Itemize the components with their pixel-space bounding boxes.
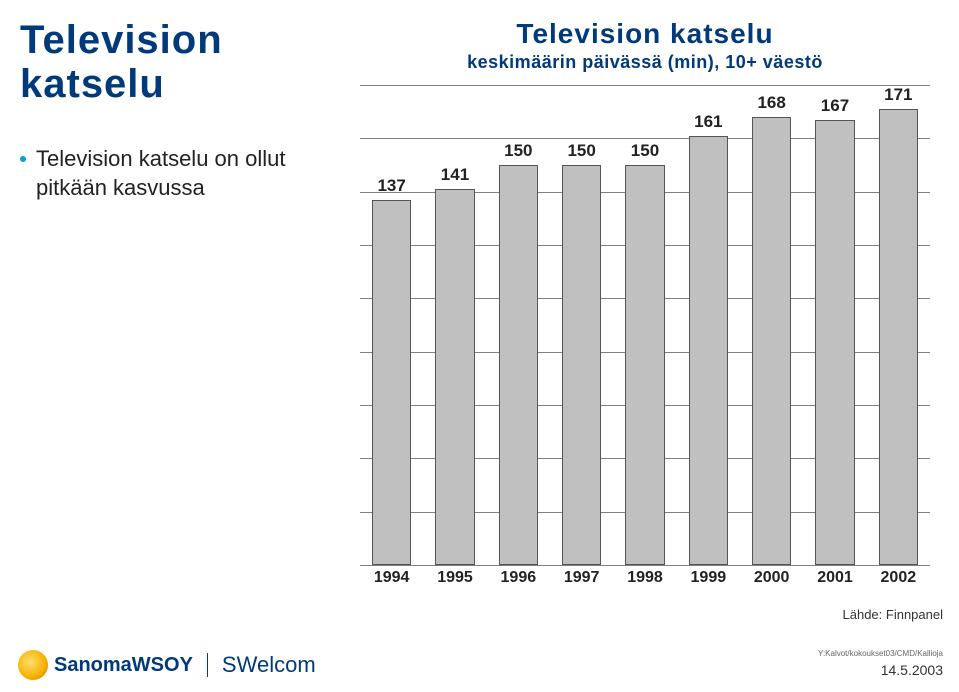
bar-slot: 167 <box>815 85 854 565</box>
bar-value-label: 150 <box>499 141 538 161</box>
bar-slot: 150 <box>562 85 601 565</box>
bar-value-label: 161 <box>689 112 728 132</box>
bar <box>752 117 791 565</box>
bar-value-label: 168 <box>752 93 791 113</box>
bar-value-label: 171 <box>879 85 918 105</box>
gridline <box>360 565 930 566</box>
bar <box>499 165 538 565</box>
chart-title: Television katselu keskimäärin päivässä … <box>360 18 930 73</box>
left-title: Television katselu <box>20 18 223 106</box>
chart-x-labels: 199419951996199719981999200020012002 <box>360 569 930 595</box>
bar <box>879 109 918 565</box>
x-axis-label: 1994 <box>360 569 423 587</box>
x-axis-label: 1995 <box>423 569 486 587</box>
bar-slot: 150 <box>499 85 538 565</box>
bar-slot: 137 <box>372 85 411 565</box>
bar <box>562 165 601 565</box>
bar-slot: 150 <box>625 85 664 565</box>
bar <box>689 136 728 565</box>
chart-title-line2: keskimäärin päivässä (min), 10+ väestö <box>360 52 930 73</box>
footer-small-print: Y:Kalvot/kokoukset03/CMD/Kallioja <box>818 649 943 658</box>
chart-title-line1: Television katselu <box>360 18 930 50</box>
bar <box>372 200 411 565</box>
bar-value-label: 141 <box>435 165 474 185</box>
bar-value-label: 150 <box>625 141 664 161</box>
footer-date: 14.5.2003 <box>881 662 943 678</box>
chart-bars: 137 141 150 150 150 161 168 167 171 <box>360 85 930 565</box>
logo: SanomaWSOY <box>18 650 193 680</box>
bullet-text: Television katselu on ollut pitkään kasv… <box>36 145 340 202</box>
x-axis-label: 2002 <box>867 569 930 587</box>
left-title-line1: Television <box>20 18 223 62</box>
bullet-row: Television katselu on ollut pitkään kasv… <box>20 145 340 202</box>
bar-value-label: 150 <box>562 141 601 161</box>
x-axis-label: 1998 <box>613 569 676 587</box>
bar-slot: 141 <box>435 85 474 565</box>
x-axis-label: 1997 <box>550 569 613 587</box>
bar <box>815 120 854 565</box>
bullet-block: Television katselu on ollut pitkään kasv… <box>20 145 340 202</box>
x-axis-label: 1996 <box>487 569 550 587</box>
logo-sun-icon <box>18 650 48 680</box>
bullet-dot-icon <box>20 156 26 162</box>
source-text: Lähde: Finnpanel <box>843 607 943 622</box>
bar-slot: 171 <box>879 85 918 565</box>
logo-text: SanomaWSOY <box>54 654 193 677</box>
bar <box>625 165 664 565</box>
footer: SanomaWSOY SWelcom <box>0 638 959 692</box>
bar <box>435 189 474 565</box>
x-axis-label: 2000 <box>740 569 803 587</box>
bar-value-label: 137 <box>372 176 411 196</box>
x-axis-label: 2001 <box>803 569 866 587</box>
bar-value-label: 167 <box>815 96 854 116</box>
slide-root: Television katselu Television katselu on… <box>0 0 959 692</box>
chart-area: 137 141 150 150 150 161 168 167 171 199419951996… <box>360 85 930 595</box>
bar-slot: 168 <box>752 85 791 565</box>
left-title-line2: katselu <box>20 62 223 106</box>
chart-plot: 137 141 150 150 150 161 168 167 171 <box>360 85 930 565</box>
footer-divider <box>207 653 208 677</box>
bar-slot: 161 <box>689 85 728 565</box>
footer-unit: SWelcom <box>222 652 316 678</box>
x-axis-label: 1999 <box>677 569 740 587</box>
